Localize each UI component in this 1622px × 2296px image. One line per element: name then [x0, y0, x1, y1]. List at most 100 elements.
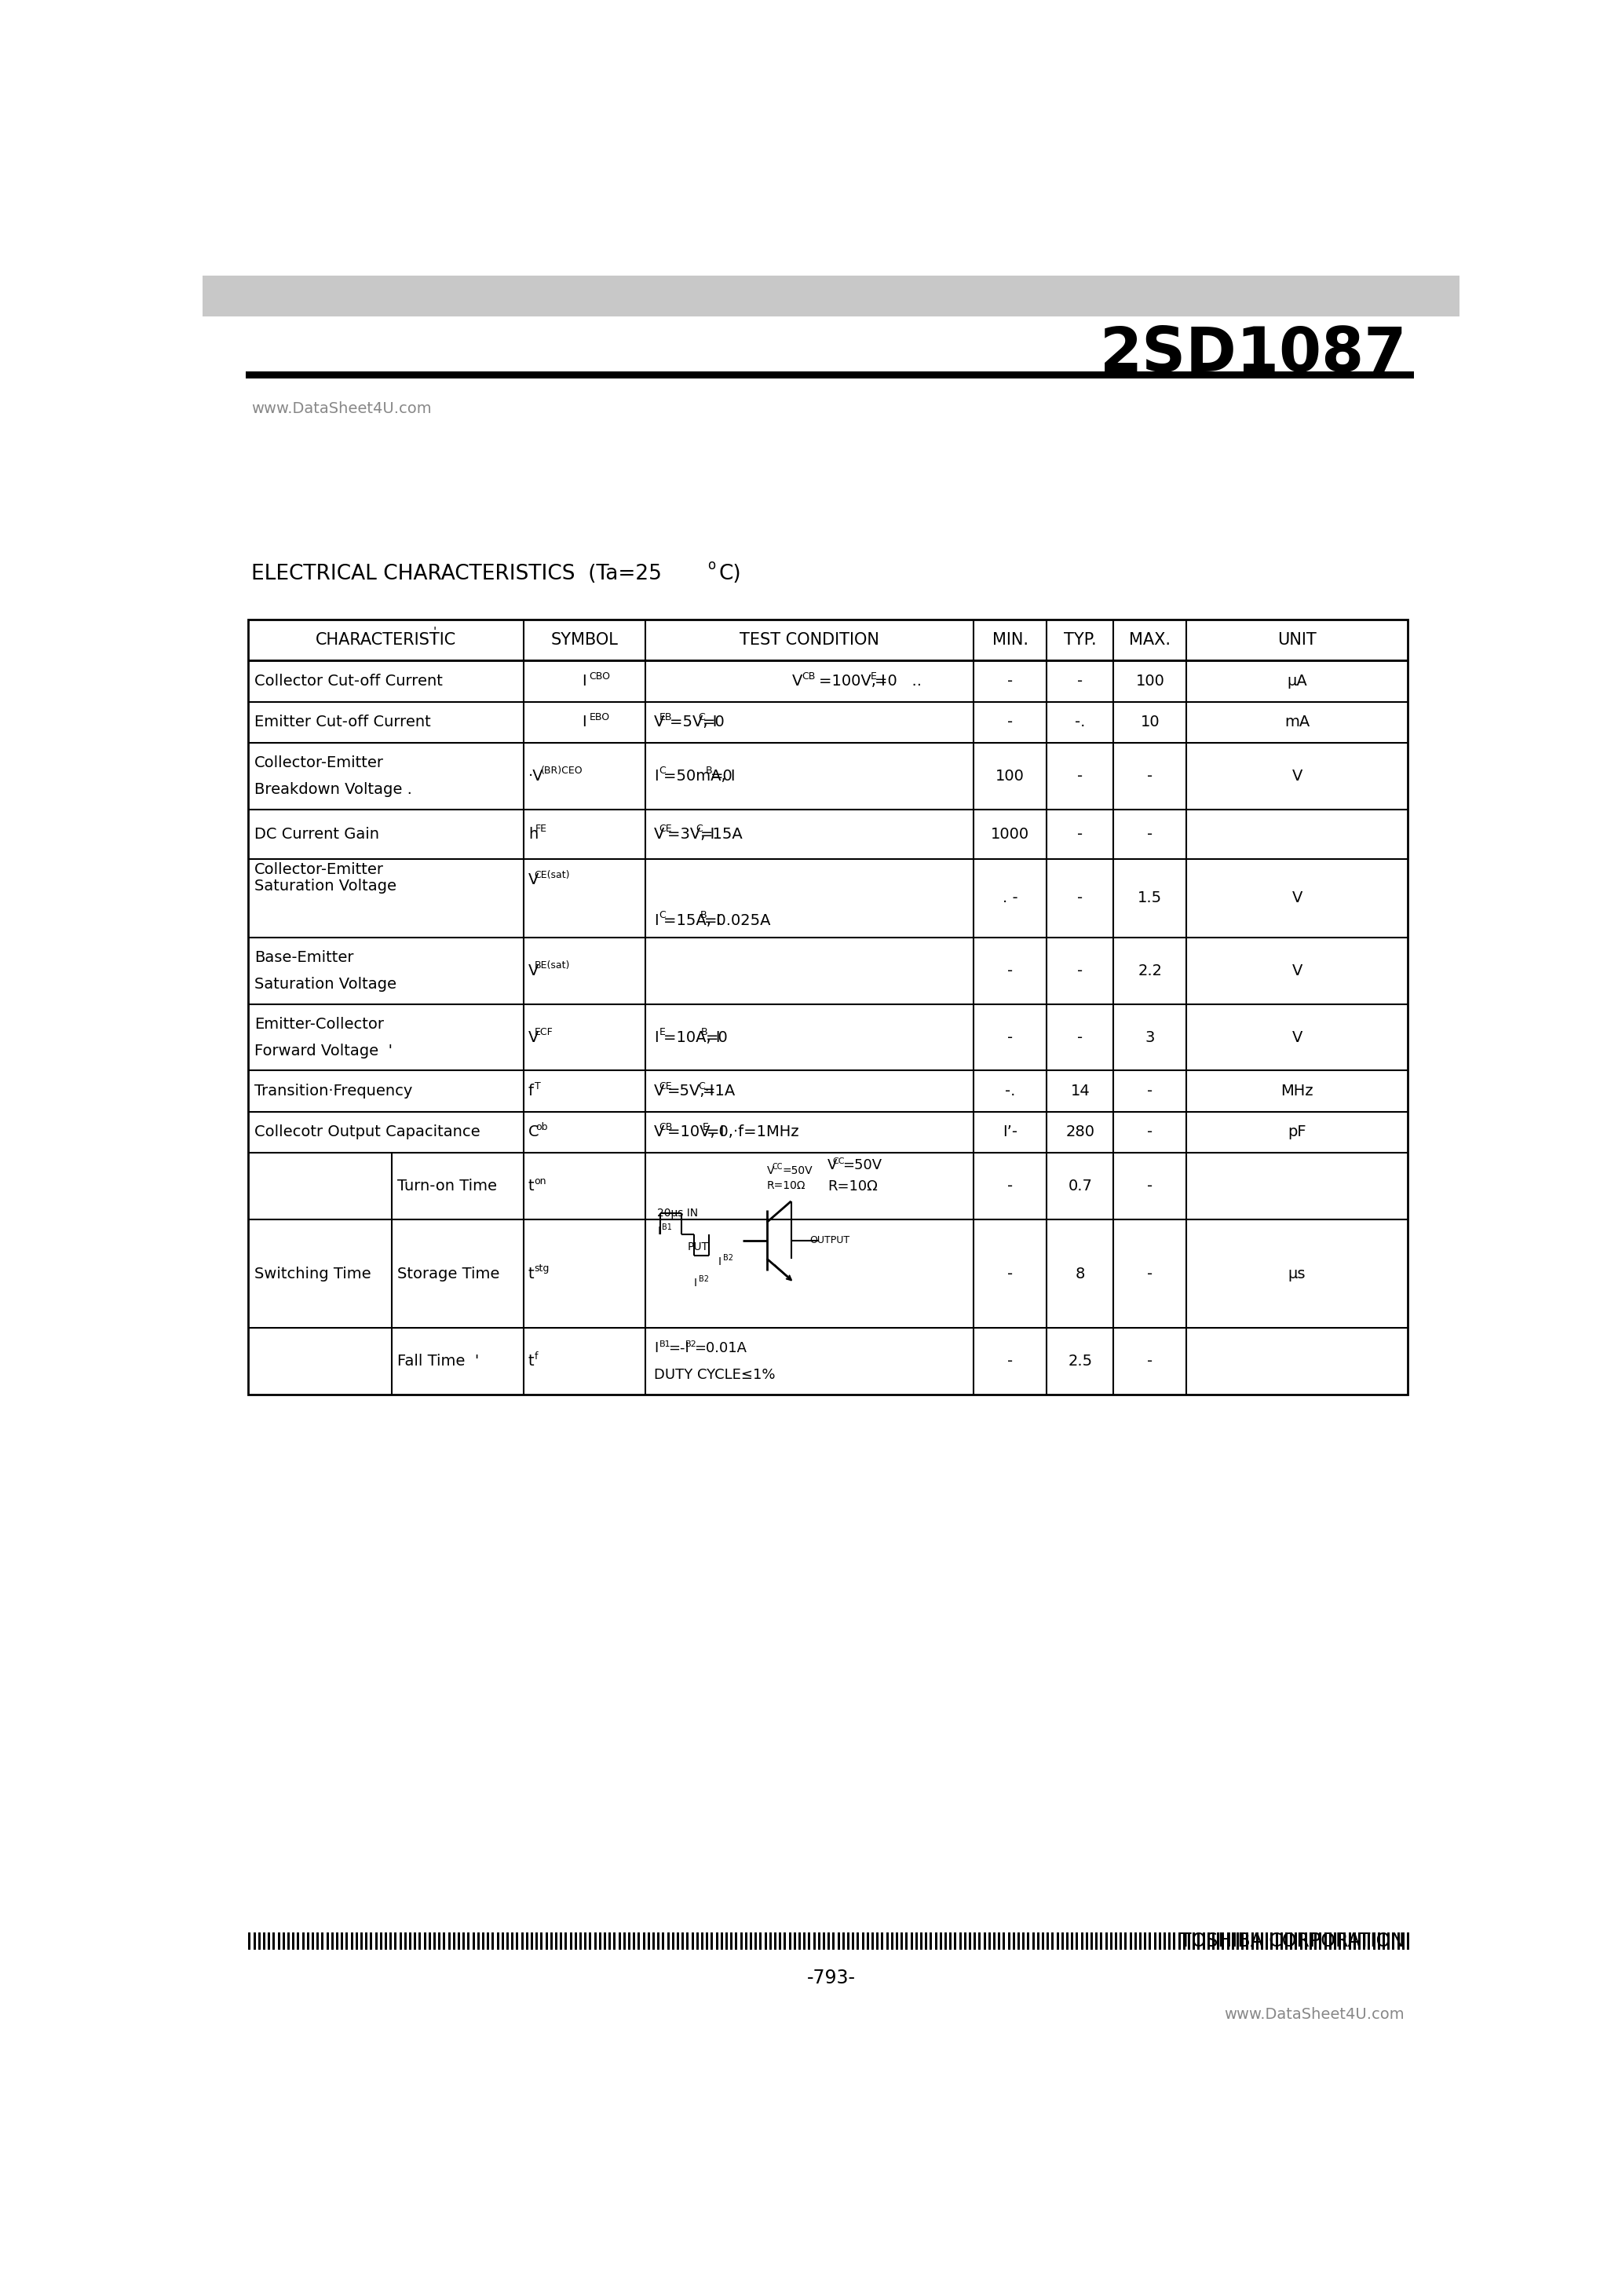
Bar — [341, 1933, 344, 1949]
Text: V: V — [1291, 891, 1302, 905]
Text: pF: pF — [1288, 1125, 1306, 1139]
Text: OUTPUT: OUTPUT — [809, 1235, 850, 1247]
Text: 100: 100 — [996, 769, 1025, 783]
Text: ECF: ECF — [534, 1026, 553, 1038]
Bar — [1202, 1933, 1205, 1949]
Text: =0: =0 — [710, 769, 733, 783]
Bar — [808, 1933, 811, 1949]
Bar — [1182, 1933, 1186, 1949]
Bar — [248, 620, 1408, 1394]
Text: V: V — [529, 872, 539, 889]
Bar — [467, 1933, 470, 1949]
Bar — [1090, 1933, 1093, 1949]
Text: -: - — [1007, 1178, 1014, 1194]
Text: EBO: EBO — [589, 712, 610, 723]
Bar — [370, 1933, 373, 1949]
Text: Collector-Emitter: Collector-Emitter — [255, 861, 384, 877]
Bar — [501, 1933, 504, 1949]
Text: -.: -. — [1006, 1084, 1015, 1097]
Text: B: B — [706, 767, 712, 776]
Bar — [1051, 1933, 1054, 1949]
Text: μA: μA — [1286, 673, 1307, 689]
Bar — [1144, 1933, 1147, 1949]
Bar — [477, 1933, 480, 1949]
Text: =15A: =15A — [699, 827, 743, 843]
Bar — [691, 1933, 694, 1949]
Bar — [817, 1933, 821, 1949]
Bar — [1046, 1933, 1049, 1949]
Bar — [1255, 1933, 1259, 1949]
Text: -: - — [1077, 673, 1083, 689]
Bar — [1406, 1933, 1410, 1949]
Text: -: - — [1147, 1084, 1153, 1097]
Bar — [988, 1933, 991, 1949]
Bar — [1251, 1933, 1254, 1949]
Bar — [798, 1933, 801, 1949]
Bar — [263, 1933, 266, 1949]
Text: Emitter Cut-off Current: Emitter Cut-off Current — [255, 714, 431, 730]
Text: 20μs IN: 20μs IN — [657, 1208, 697, 1219]
Bar — [1153, 1933, 1156, 1949]
Text: Saturation Voltage: Saturation Voltage — [255, 879, 396, 893]
Bar — [443, 1933, 446, 1949]
Bar — [788, 1933, 792, 1949]
Bar — [637, 1933, 641, 1949]
Text: T: T — [534, 1081, 540, 1091]
Bar — [297, 1933, 300, 1949]
Bar — [316, 1933, 320, 1949]
Bar — [550, 1933, 553, 1949]
Bar — [628, 1933, 631, 1949]
Bar — [496, 1933, 500, 1949]
Text: ': ' — [433, 627, 436, 638]
Text: CC: CC — [772, 1164, 783, 1171]
Bar — [1148, 1933, 1152, 1949]
Bar — [1036, 1933, 1040, 1949]
Text: I: I — [582, 673, 587, 689]
Text: =5V, I: =5V, I — [670, 714, 717, 730]
Bar — [720, 1933, 723, 1949]
Text: on: on — [534, 1176, 547, 1187]
Bar — [633, 1933, 636, 1949]
Bar — [248, 1933, 251, 1949]
Bar — [404, 1933, 407, 1949]
Bar — [399, 1933, 402, 1949]
Bar — [506, 1933, 509, 1949]
Bar — [886, 1933, 889, 1949]
Text: =50mA, I: =50mA, I — [663, 769, 735, 783]
Text: f: f — [529, 1084, 534, 1097]
Text: -: - — [1077, 964, 1083, 978]
Bar — [618, 1933, 621, 1949]
Text: =100V, I: =100V, I — [819, 673, 886, 689]
Bar — [900, 1933, 903, 1949]
Bar — [1285, 1933, 1288, 1949]
Bar — [764, 1933, 767, 1949]
Bar — [852, 1933, 855, 1949]
Bar — [1134, 1933, 1137, 1949]
Text: C: C — [659, 767, 667, 776]
Text: C: C — [697, 712, 706, 723]
Text: E: E — [702, 1123, 709, 1132]
Bar — [1260, 1933, 1264, 1949]
Text: 2.5: 2.5 — [1067, 1355, 1092, 1368]
Bar — [754, 1933, 757, 1949]
Text: =1A: =1A — [702, 1084, 735, 1097]
Text: -: - — [1147, 1267, 1153, 1281]
Bar — [613, 1933, 616, 1949]
Bar — [1178, 1933, 1181, 1949]
Bar — [1226, 1933, 1229, 1949]
Bar — [535, 1933, 539, 1949]
Bar — [1109, 1933, 1113, 1949]
Text: 0.7: 0.7 — [1067, 1178, 1092, 1194]
Text: UNIT: UNIT — [1278, 631, 1317, 647]
Text: f: f — [534, 1352, 539, 1362]
Bar — [871, 1933, 874, 1949]
Text: =0.01A: =0.01A — [694, 1341, 746, 1355]
Text: MHz: MHz — [1281, 1084, 1314, 1097]
Bar — [414, 1933, 417, 1949]
Text: Collecotr Output Capacitance: Collecotr Output Capacitance — [255, 1125, 480, 1139]
Bar — [905, 1933, 908, 1949]
Bar — [842, 1933, 845, 1949]
Bar — [326, 1933, 329, 1949]
Text: TOSHIBA CORPORATION: TOSHIBA CORPORATION — [1179, 1931, 1405, 1952]
Bar — [667, 1933, 670, 1949]
